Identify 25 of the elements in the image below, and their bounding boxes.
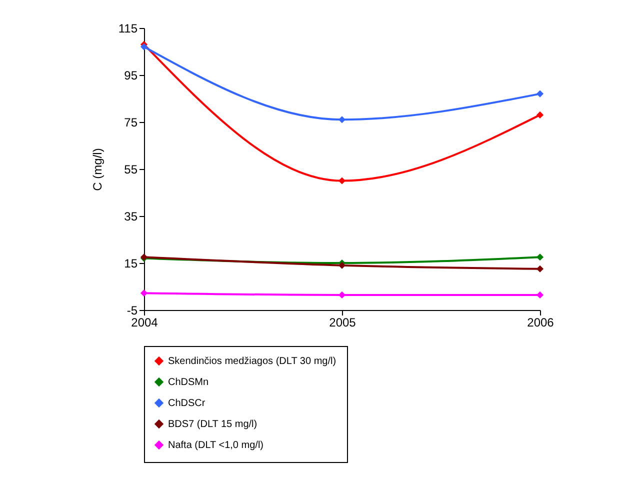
legend-label: ChDSMn: [168, 377, 209, 388]
point: [536, 254, 544, 261]
point: [140, 290, 148, 297]
x-tick-label: 2005: [329, 316, 356, 330]
x-tick-label: 2006: [527, 316, 554, 330]
legend-label: Skendinčios medžiagos (DLT 30 mg/l): [168, 356, 336, 367]
point: [140, 43, 148, 50]
point: [338, 116, 346, 124]
point: [536, 111, 544, 118]
y-axis-title: C (mg/l): [90, 148, 104, 191]
x-tick-label: 2004: [131, 316, 158, 330]
y-tick-label: 15: [124, 256, 138, 270]
y-tick-label: 115: [118, 22, 138, 36]
y-tick-label: 55: [124, 162, 138, 176]
point: [338, 177, 346, 184]
y-tick-label: 95: [124, 68, 138, 82]
point: [536, 90, 544, 98]
legend-label: ChDSCr: [168, 398, 206, 409]
legend-label: Nafta (DLT <1,0 mg/l): [168, 440, 264, 451]
y-tick-label: -5: [126, 304, 138, 318]
y-tick-label: 35: [124, 210, 138, 224]
point: [338, 262, 346, 269]
y-tick-label: 75: [124, 116, 138, 130]
legend-label: BDS7 (DLT 15 mg/l): [168, 419, 258, 430]
point: [536, 265, 544, 272]
